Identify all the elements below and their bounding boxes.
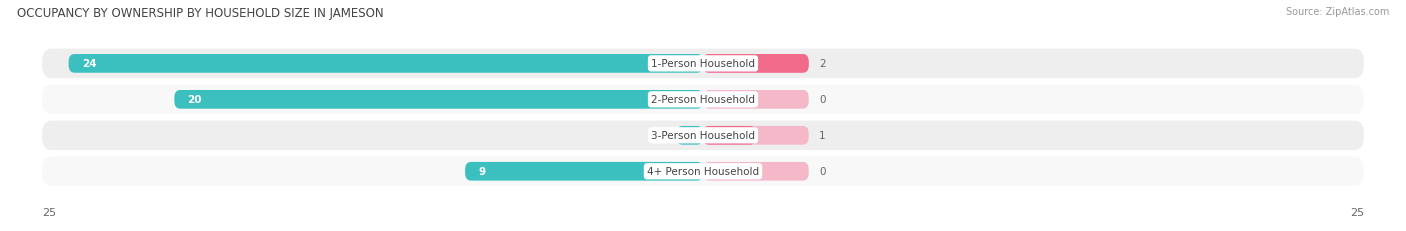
FancyBboxPatch shape — [703, 91, 808, 109]
FancyBboxPatch shape — [42, 121, 1364, 150]
Text: Source: ZipAtlas.com: Source: ZipAtlas.com — [1285, 7, 1389, 17]
Text: 25: 25 — [42, 207, 56, 217]
FancyBboxPatch shape — [703, 55, 808, 73]
Text: 9: 9 — [478, 167, 485, 176]
Text: 0: 0 — [820, 95, 825, 105]
Text: 3-Person Household: 3-Person Household — [651, 131, 755, 141]
FancyBboxPatch shape — [703, 162, 808, 181]
Text: 1: 1 — [690, 131, 697, 141]
FancyBboxPatch shape — [69, 55, 703, 73]
Text: 1-Person Household: 1-Person Household — [651, 59, 755, 69]
FancyBboxPatch shape — [465, 162, 703, 181]
FancyBboxPatch shape — [703, 55, 808, 73]
Text: 25: 25 — [1350, 207, 1364, 217]
Text: 24: 24 — [82, 59, 97, 69]
Text: 4+ Person Household: 4+ Person Household — [647, 167, 759, 176]
FancyBboxPatch shape — [703, 126, 808, 145]
FancyBboxPatch shape — [676, 126, 703, 145]
FancyBboxPatch shape — [42, 49, 1364, 79]
Text: 1: 1 — [820, 131, 825, 141]
FancyBboxPatch shape — [42, 157, 1364, 186]
Text: 2-Person Household: 2-Person Household — [651, 95, 755, 105]
FancyBboxPatch shape — [174, 91, 703, 109]
Text: 0: 0 — [820, 167, 825, 176]
FancyBboxPatch shape — [42, 85, 1364, 115]
Text: 2: 2 — [820, 59, 825, 69]
FancyBboxPatch shape — [703, 126, 756, 145]
Text: 20: 20 — [187, 95, 202, 105]
Text: OCCUPANCY BY OWNERSHIP BY HOUSEHOLD SIZE IN JAMESON: OCCUPANCY BY OWNERSHIP BY HOUSEHOLD SIZE… — [17, 7, 384, 20]
